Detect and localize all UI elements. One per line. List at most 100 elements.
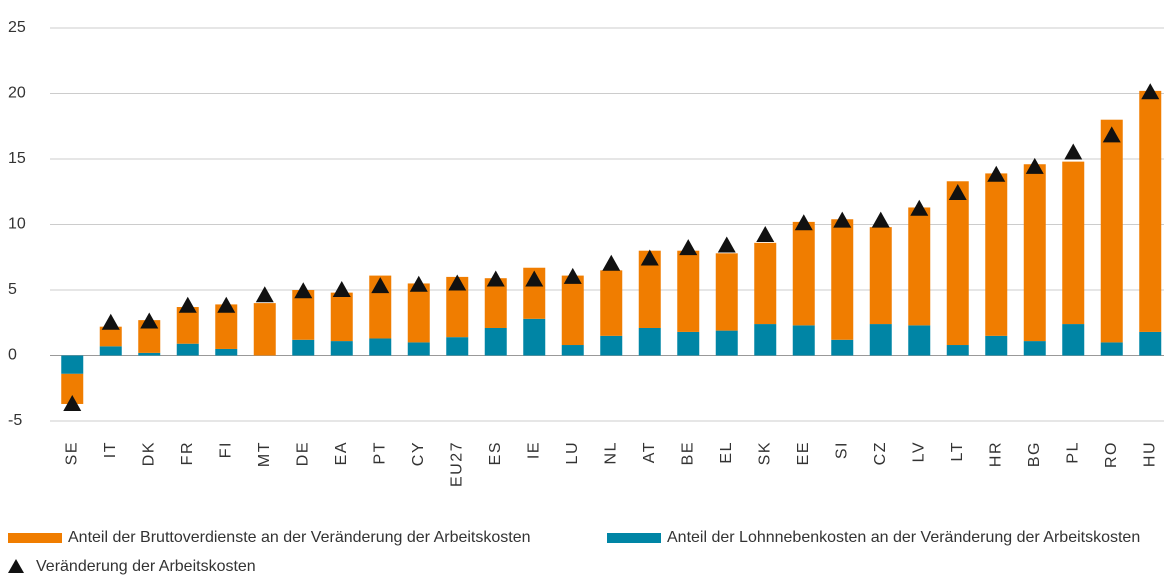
y-tick-label: 10 (8, 216, 26, 233)
bar-segment (484, 327, 507, 356)
bar-segment (677, 250, 700, 332)
bar-segment (792, 325, 815, 356)
bar-segment (215, 348, 238, 356)
bar-segment (946, 181, 969, 346)
bar-segment (792, 221, 815, 326)
marker (1102, 126, 1121, 143)
bar-segment (484, 278, 507, 328)
bar-segment (1062, 324, 1085, 356)
x-tick-label: ES (487, 441, 504, 465)
bar-segment (292, 339, 315, 356)
bar-segment (215, 304, 238, 349)
x-tick-label: EA (333, 441, 350, 465)
marker (563, 267, 582, 284)
marker (756, 225, 775, 242)
marker (602, 254, 621, 271)
marker (679, 239, 698, 256)
marker (1141, 83, 1160, 100)
x-tick-label: NL (602, 441, 619, 464)
marker (717, 236, 736, 253)
bar-segment (1100, 342, 1123, 356)
marker (486, 270, 505, 287)
x-tick-label: AT (641, 441, 658, 463)
x-tick-label: EE (795, 441, 812, 465)
bar-segment (446, 276, 469, 338)
x-tick-label: DK (140, 441, 157, 466)
y-tick-label: 5 (8, 281, 17, 298)
bar-segment (330, 341, 353, 356)
legend-label: Veränderung der Arbeitskosten (36, 558, 256, 575)
x-tick-label: CY (410, 441, 427, 466)
bar-segment (1139, 90, 1162, 332)
marker (217, 296, 236, 313)
marker (140, 312, 159, 329)
bar-segment (715, 330, 738, 356)
bar-segment (176, 307, 199, 344)
bar-segment (908, 325, 931, 356)
bar-segment (1100, 119, 1123, 343)
bar-segment (831, 219, 854, 340)
bar-segment (176, 343, 199, 356)
y-tick-label: 15 (8, 150, 26, 167)
x-tick-label: SK (756, 441, 773, 465)
x-tick-label: BG (1026, 441, 1043, 467)
bar-segment (908, 207, 931, 326)
bar-segment (446, 337, 469, 356)
x-tick-label: BE (679, 441, 696, 465)
marker (1064, 143, 1083, 160)
bar-segment (715, 253, 738, 331)
x-tick-label: FR (179, 441, 196, 465)
y-tick-label: 25 (8, 19, 26, 36)
bar-segment (407, 342, 430, 356)
marker (101, 313, 120, 330)
bar-segment (600, 270, 623, 336)
legend-swatch (607, 533, 661, 543)
x-tick-label: SE (63, 441, 80, 465)
bar-segment (600, 335, 623, 356)
x-tick-label: DE (294, 441, 311, 466)
bar-segment (1062, 161, 1085, 325)
x-tick-label: LT (949, 441, 966, 461)
bar-segment (369, 338, 392, 356)
bar-segment (985, 173, 1008, 336)
x-tick-label: EU27 (448, 441, 465, 487)
marker (448, 274, 467, 291)
x-tick-label: PL (1064, 441, 1081, 464)
marker (871, 211, 890, 228)
bar-segment (1023, 341, 1046, 356)
y-tick-label: -5 (8, 412, 22, 429)
marker (409, 275, 428, 292)
y-tick-label: 20 (8, 85, 26, 102)
x-tick-label: IT (102, 441, 119, 458)
bar-segment (407, 283, 430, 343)
marker (63, 394, 82, 411)
x-tick-label: SI (833, 441, 850, 459)
bar-segment (99, 346, 122, 356)
bar-segment (754, 324, 777, 356)
y-tick-label: 0 (8, 347, 17, 364)
x-tick-label: MT (256, 441, 273, 467)
marker (794, 214, 813, 231)
bar-segment (292, 290, 315, 340)
marker (910, 199, 929, 216)
marker (255, 286, 274, 303)
marker (987, 165, 1006, 182)
bar-segment (330, 292, 353, 342)
x-tick-label: IE (525, 441, 542, 459)
bar-segment (1023, 164, 1046, 342)
x-tick-label: EL (718, 441, 735, 464)
bar-segment (677, 331, 700, 356)
marker (178, 296, 197, 313)
bar-segment (869, 227, 892, 325)
bar-segment (638, 327, 661, 356)
bar-segment (561, 345, 584, 356)
legend-swatch (8, 533, 62, 543)
legend-label: Anteil der Lohnnebenkosten an der Veränd… (667, 529, 1140, 546)
marker (525, 270, 544, 287)
x-tick-label: FI (217, 441, 234, 458)
x-tick-label: LU (564, 441, 581, 464)
marker (371, 277, 390, 294)
marker (833, 211, 852, 228)
x-tick-label: RO (1103, 441, 1120, 468)
